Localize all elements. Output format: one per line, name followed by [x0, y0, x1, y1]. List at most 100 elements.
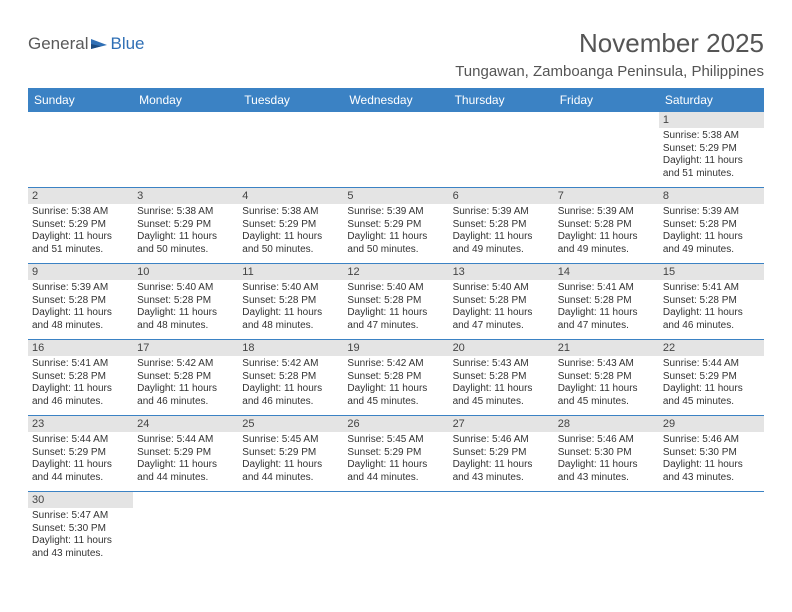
calendar-empty-cell — [133, 492, 238, 568]
day-details: Sunrise: 5:40 AMSunset: 5:28 PMDaylight:… — [133, 280, 238, 334]
calendar-row: 2Sunrise: 5:38 AMSunset: 5:29 PMDaylight… — [28, 188, 764, 264]
day-details: Sunrise: 5:39 AMSunset: 5:28 PMDaylight:… — [28, 280, 133, 334]
calendar-empty-cell — [238, 492, 343, 568]
calendar-day-cell: 21Sunrise: 5:43 AMSunset: 5:28 PMDayligh… — [554, 340, 659, 416]
calendar-day-cell: 8Sunrise: 5:39 AMSunset: 5:28 PMDaylight… — [659, 188, 764, 264]
day-details: Sunrise: 5:44 AMSunset: 5:29 PMDaylight:… — [28, 432, 133, 486]
day-details: Sunrise: 5:39 AMSunset: 5:29 PMDaylight:… — [343, 204, 448, 258]
day-number: 14 — [554, 264, 659, 280]
calendar-row: 30Sunrise: 5:47 AMSunset: 5:30 PMDayligh… — [28, 492, 764, 568]
logo: General Blue — [28, 34, 145, 54]
day-details: Sunrise: 5:45 AMSunset: 5:29 PMDaylight:… — [238, 432, 343, 486]
day-number: 7 — [554, 188, 659, 204]
day-details: Sunrise: 5:42 AMSunset: 5:28 PMDaylight:… — [133, 356, 238, 410]
day-details: Sunrise: 5:41 AMSunset: 5:28 PMDaylight:… — [554, 280, 659, 334]
day-number: 5 — [343, 188, 448, 204]
day-number: 29 — [659, 416, 764, 432]
day-number: 20 — [449, 340, 554, 356]
page-title: November 2025 — [455, 28, 764, 59]
location-text: Tungawan, Zamboanga Peninsula, Philippin… — [455, 63, 764, 80]
day-number: 9 — [28, 264, 133, 280]
calendar-day-cell: 17Sunrise: 5:42 AMSunset: 5:28 PMDayligh… — [133, 340, 238, 416]
day-number: 6 — [449, 188, 554, 204]
calendar-empty-cell — [343, 112, 448, 188]
day-number: 25 — [238, 416, 343, 432]
weekday-header-row: SundayMondayTuesdayWednesdayThursdayFrid… — [28, 89, 764, 113]
day-details: Sunrise: 5:42 AMSunset: 5:28 PMDaylight:… — [343, 356, 448, 410]
calendar-empty-cell — [554, 492, 659, 568]
day-details: Sunrise: 5:46 AMSunset: 5:30 PMDaylight:… — [659, 432, 764, 486]
calendar-empty-cell — [449, 492, 554, 568]
day-number: 15 — [659, 264, 764, 280]
calendar-day-cell: 7Sunrise: 5:39 AMSunset: 5:28 PMDaylight… — [554, 188, 659, 264]
day-number: 18 — [238, 340, 343, 356]
flag-icon — [91, 37, 109, 51]
day-number: 30 — [28, 492, 133, 508]
day-details: Sunrise: 5:38 AMSunset: 5:29 PMDaylight:… — [238, 204, 343, 258]
calendar-day-cell: 6Sunrise: 5:39 AMSunset: 5:28 PMDaylight… — [449, 188, 554, 264]
calendar-day-cell: 10Sunrise: 5:40 AMSunset: 5:28 PMDayligh… — [133, 264, 238, 340]
calendar-body: 1Sunrise: 5:38 AMSunset: 5:29 PMDaylight… — [28, 112, 764, 567]
calendar-empty-cell — [28, 112, 133, 188]
calendar-day-cell: 5Sunrise: 5:39 AMSunset: 5:29 PMDaylight… — [343, 188, 448, 264]
day-number: 26 — [343, 416, 448, 432]
day-number: 12 — [343, 264, 448, 280]
calendar-day-cell: 12Sunrise: 5:40 AMSunset: 5:28 PMDayligh… — [343, 264, 448, 340]
calendar-day-cell: 25Sunrise: 5:45 AMSunset: 5:29 PMDayligh… — [238, 416, 343, 492]
calendar-day-cell: 28Sunrise: 5:46 AMSunset: 5:30 PMDayligh… — [554, 416, 659, 492]
calendar-day-cell: 16Sunrise: 5:41 AMSunset: 5:28 PMDayligh… — [28, 340, 133, 416]
calendar-row: 9Sunrise: 5:39 AMSunset: 5:28 PMDaylight… — [28, 264, 764, 340]
calendar-row: 16Sunrise: 5:41 AMSunset: 5:28 PMDayligh… — [28, 340, 764, 416]
calendar-day-cell: 3Sunrise: 5:38 AMSunset: 5:29 PMDaylight… — [133, 188, 238, 264]
day-number: 4 — [238, 188, 343, 204]
day-details: Sunrise: 5:39 AMSunset: 5:28 PMDaylight:… — [449, 204, 554, 258]
calendar-day-cell: 9Sunrise: 5:39 AMSunset: 5:28 PMDaylight… — [28, 264, 133, 340]
day-details: Sunrise: 5:39 AMSunset: 5:28 PMDaylight:… — [554, 204, 659, 258]
day-details: Sunrise: 5:42 AMSunset: 5:28 PMDaylight:… — [238, 356, 343, 410]
day-number: 2 — [28, 188, 133, 204]
calendar-day-cell: 4Sunrise: 5:38 AMSunset: 5:29 PMDaylight… — [238, 188, 343, 264]
day-details: Sunrise: 5:41 AMSunset: 5:28 PMDaylight:… — [28, 356, 133, 410]
calendar-empty-cell — [343, 492, 448, 568]
day-number: 17 — [133, 340, 238, 356]
day-details: Sunrise: 5:40 AMSunset: 5:28 PMDaylight:… — [238, 280, 343, 334]
day-number: 23 — [28, 416, 133, 432]
day-details: Sunrise: 5:46 AMSunset: 5:30 PMDaylight:… — [554, 432, 659, 486]
day-details: Sunrise: 5:43 AMSunset: 5:28 PMDaylight:… — [449, 356, 554, 410]
day-number: 11 — [238, 264, 343, 280]
title-block: November 2025 Tungawan, Zamboanga Penins… — [455, 28, 764, 80]
calendar-day-cell: 27Sunrise: 5:46 AMSunset: 5:29 PMDayligh… — [449, 416, 554, 492]
header: General Blue November 2025 Tungawan, Zam… — [28, 28, 764, 80]
day-number: 22 — [659, 340, 764, 356]
day-details: Sunrise: 5:38 AMSunset: 5:29 PMDaylight:… — [133, 204, 238, 258]
day-number: 28 — [554, 416, 659, 432]
calendar-day-cell: 26Sunrise: 5:45 AMSunset: 5:29 PMDayligh… — [343, 416, 448, 492]
calendar-table: SundayMondayTuesdayWednesdayThursdayFrid… — [28, 88, 764, 567]
calendar-day-cell: 1Sunrise: 5:38 AMSunset: 5:29 PMDaylight… — [659, 112, 764, 188]
calendar-day-cell: 20Sunrise: 5:43 AMSunset: 5:28 PMDayligh… — [449, 340, 554, 416]
calendar-day-cell: 15Sunrise: 5:41 AMSunset: 5:28 PMDayligh… — [659, 264, 764, 340]
calendar-empty-cell — [554, 112, 659, 188]
calendar-day-cell: 11Sunrise: 5:40 AMSunset: 5:28 PMDayligh… — [238, 264, 343, 340]
day-number: 24 — [133, 416, 238, 432]
calendar-day-cell: 14Sunrise: 5:41 AMSunset: 5:28 PMDayligh… — [554, 264, 659, 340]
day-details: Sunrise: 5:46 AMSunset: 5:29 PMDaylight:… — [449, 432, 554, 486]
calendar-empty-cell — [659, 492, 764, 568]
day-details: Sunrise: 5:44 AMSunset: 5:29 PMDaylight:… — [133, 432, 238, 486]
day-number: 27 — [449, 416, 554, 432]
calendar-row: 1Sunrise: 5:38 AMSunset: 5:29 PMDaylight… — [28, 112, 764, 188]
calendar-day-cell: 18Sunrise: 5:42 AMSunset: 5:28 PMDayligh… — [238, 340, 343, 416]
calendar-empty-cell — [133, 112, 238, 188]
weekday-header: Monday — [133, 89, 238, 113]
day-details: Sunrise: 5:38 AMSunset: 5:29 PMDaylight:… — [28, 204, 133, 258]
day-number: 21 — [554, 340, 659, 356]
calendar-day-cell: 23Sunrise: 5:44 AMSunset: 5:29 PMDayligh… — [28, 416, 133, 492]
day-number: 10 — [133, 264, 238, 280]
day-details: Sunrise: 5:41 AMSunset: 5:28 PMDaylight:… — [659, 280, 764, 334]
day-details: Sunrise: 5:47 AMSunset: 5:30 PMDaylight:… — [28, 508, 133, 562]
calendar-day-cell: 13Sunrise: 5:40 AMSunset: 5:28 PMDayligh… — [449, 264, 554, 340]
weekday-header: Saturday — [659, 89, 764, 113]
weekday-header: Wednesday — [343, 89, 448, 113]
weekday-header: Tuesday — [238, 89, 343, 113]
day-details: Sunrise: 5:45 AMSunset: 5:29 PMDaylight:… — [343, 432, 448, 486]
